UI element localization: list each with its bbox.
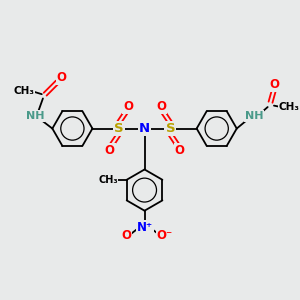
Text: CH₃: CH₃ [98, 175, 118, 185]
Text: O: O [56, 71, 67, 84]
Text: S: S [114, 122, 124, 135]
Text: NH: NH [245, 111, 263, 121]
Text: NH: NH [26, 111, 44, 121]
Text: O: O [123, 100, 133, 113]
Text: CH₃: CH₃ [279, 102, 300, 112]
Text: O: O [121, 230, 131, 242]
Text: O: O [175, 144, 184, 158]
Text: O: O [156, 100, 166, 113]
Text: O⁻: O⁻ [157, 230, 173, 242]
Text: N⁺: N⁺ [136, 221, 153, 234]
Text: S: S [166, 122, 175, 135]
Text: O: O [269, 78, 279, 91]
Text: CH₃: CH₃ [13, 86, 34, 96]
Text: O: O [105, 144, 115, 158]
Text: N: N [139, 122, 150, 135]
